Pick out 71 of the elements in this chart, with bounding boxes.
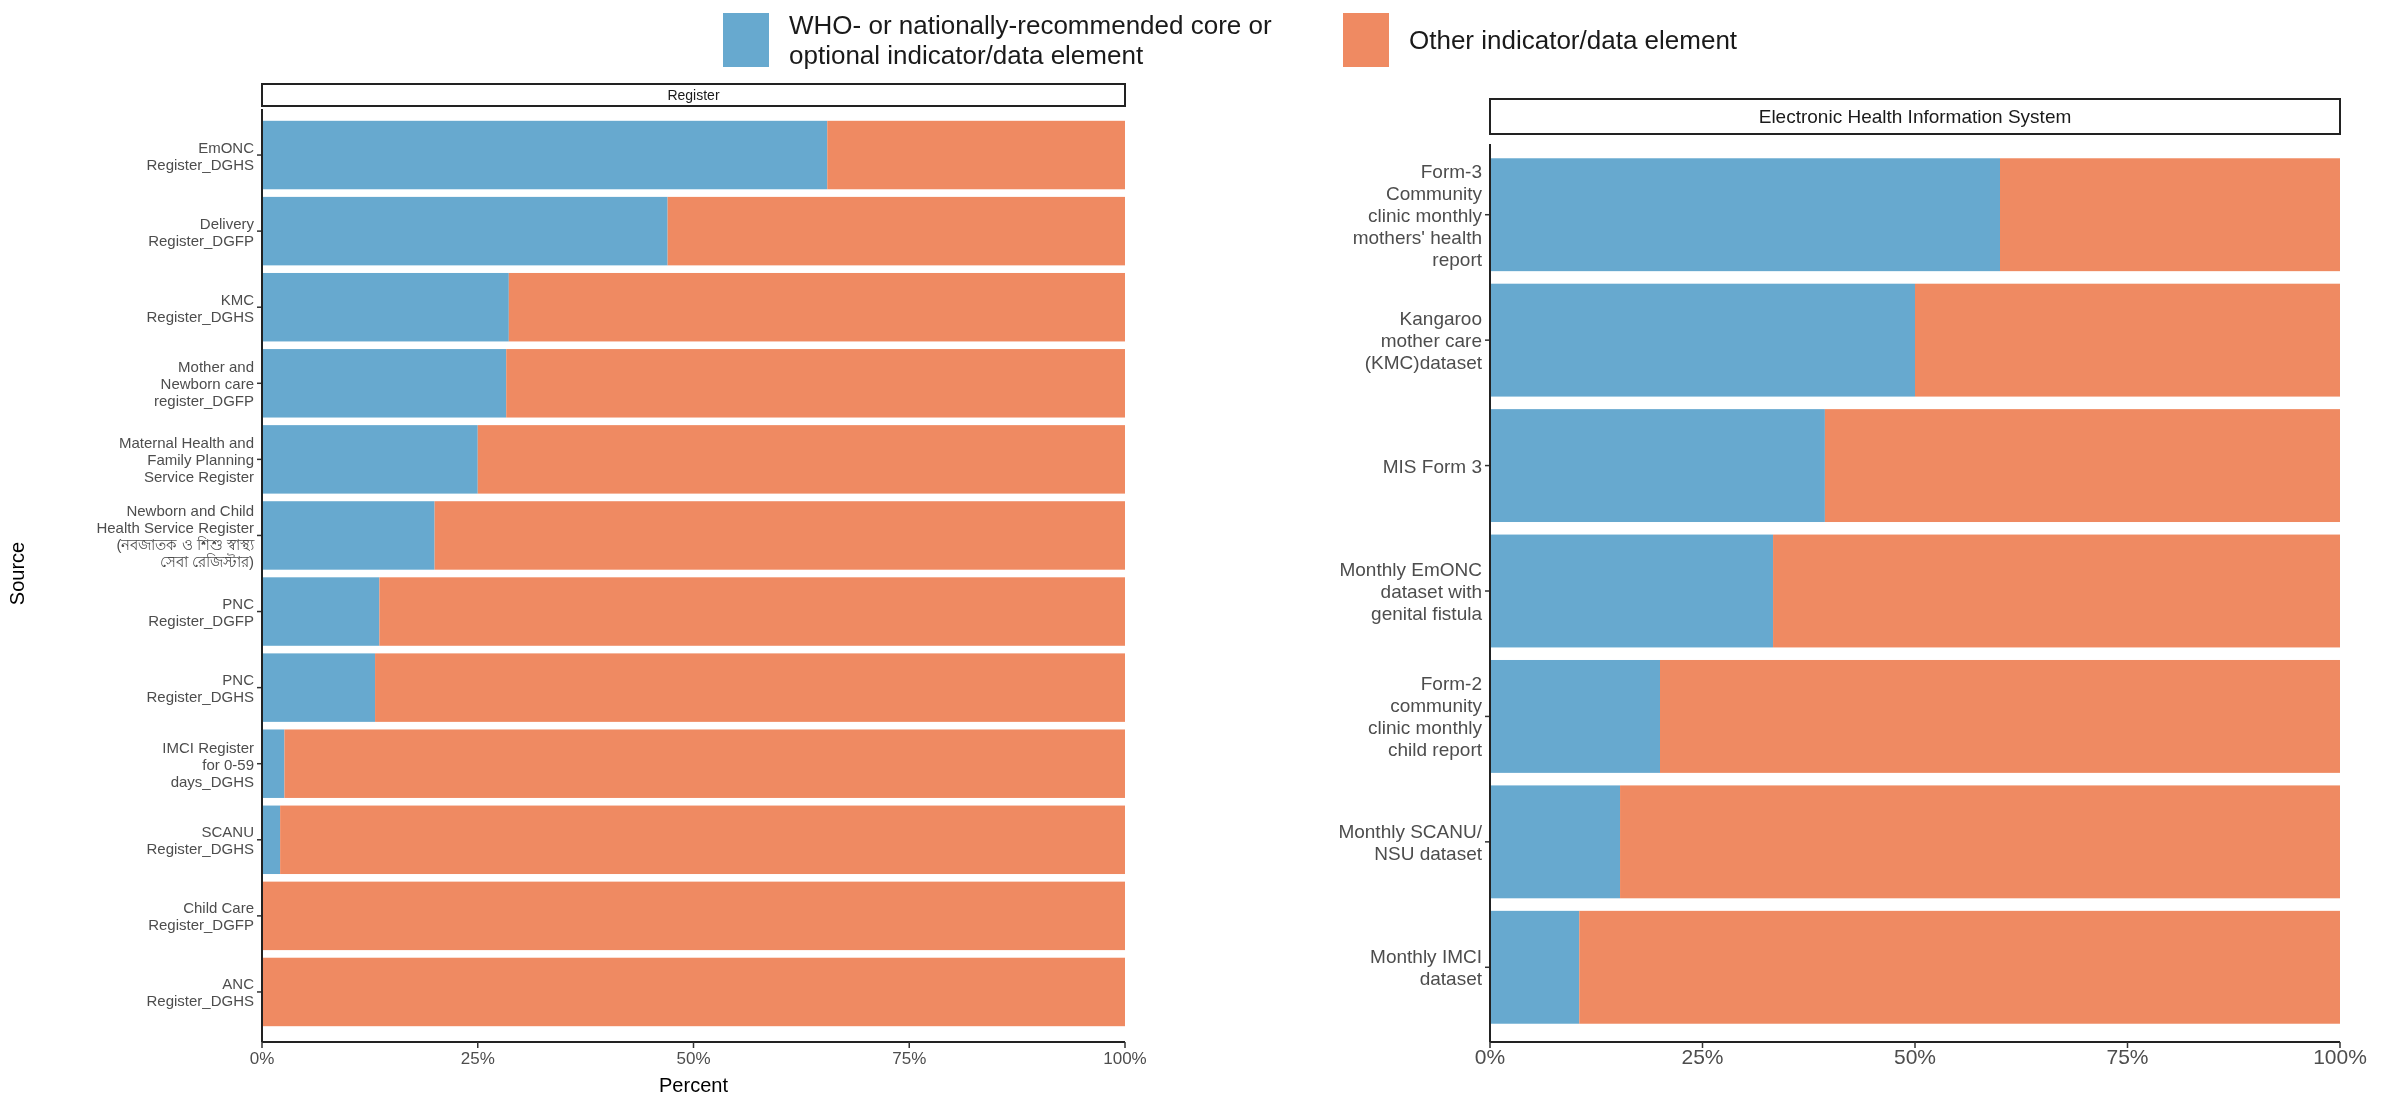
y-tick-label: IMCI Register for 0-59 days_DGHS — [162, 738, 254, 790]
y-tick-label: KMC Register_DGHS — [146, 290, 255, 325]
bar — [1773, 534, 2340, 648]
y-tick-label: Newborn and Child Health Service Register (নবজাতক ও শিশু স্বাস্থ্য সেবা রেজিস্টার) — [96, 501, 255, 570]
bar — [827, 120, 1125, 190]
y-tick-label: Child Care Register_DGFP — [148, 898, 254, 933]
bar — [1490, 534, 1774, 648]
bar — [434, 501, 1125, 570]
bar — [262, 120, 828, 190]
y-tick-label: Form-2 community clinic monthly child report — [1367, 672, 1483, 760]
y-tick-label: EmONC Register_DGHS — [146, 138, 255, 173]
bar — [1915, 283, 2340, 397]
x-tick-label: 50% — [1893, 1045, 1937, 1068]
bar — [262, 729, 285, 798]
x-tick-label: 75% — [2106, 1045, 2149, 1068]
x-axis-title: Percent — [659, 1074, 729, 1096]
y-tick-label: ANC Register_DGHS — [146, 974, 255, 1009]
bar — [262, 425, 478, 494]
x-tick-label: 75% — [892, 1049, 927, 1068]
y-tick-label: PNC Register_DGHS — [146, 670, 255, 705]
bar — [1490, 283, 1915, 397]
bar — [262, 196, 668, 266]
bar — [262, 805, 281, 875]
y-tick-label: Form-3 Community clinic monthly mothers' health report — [1352, 160, 1483, 270]
y-tick-label: Monthly SCANU/ NSU dataset — [1338, 820, 1483, 864]
bar — [262, 653, 376, 722]
x-tick-label: 50% — [676, 1049, 711, 1068]
bar — [1490, 158, 2000, 272]
bar — [375, 653, 1125, 722]
legend-label: WHO- or nationally-recommended core or optional indicator/data element — [789, 10, 1272, 70]
x-tick-label: 100% — [1103, 1049, 1147, 1068]
y-tick-label: Delivery Register_DGFP — [148, 214, 255, 249]
bar — [1490, 910, 1580, 1024]
y-tick-label: Monthly IMCI dataset — [1370, 945, 1483, 989]
bar — [1660, 659, 2340, 773]
chart-title: Register — [667, 87, 720, 103]
bar — [262, 349, 507, 418]
y-axis-title: Source — [6, 541, 28, 606]
x-tick-label: 25% — [1681, 1045, 1724, 1068]
bar — [262, 501, 435, 570]
y-tick-label: Maternal Health and Family Planning Service Register — [118, 433, 254, 485]
bar — [1490, 659, 1660, 773]
bar — [262, 881, 1125, 951]
chart-title: Electronic Health Information System — [1758, 106, 2072, 127]
bar — [1490, 409, 1825, 523]
bar — [280, 805, 1125, 875]
y-tick-label: Monthly EmONC dataset with genital fistula — [1339, 558, 1483, 624]
bar — [508, 272, 1125, 342]
bar — [262, 577, 380, 646]
y-tick-label: SCANU Register_DGHS — [146, 822, 254, 857]
bar — [284, 729, 1125, 798]
bar — [1620, 785, 2340, 899]
x-tick-label: 25% — [460, 1049, 495, 1068]
x-tick-label: 0% — [249, 1049, 275, 1068]
bar — [477, 425, 1125, 494]
bar — [1490, 785, 1621, 899]
bar — [1824, 409, 2340, 523]
bar — [2000, 158, 2340, 272]
bar — [506, 349, 1125, 418]
y-tick-label: Kangaroo mother care (KMC)dataset — [1364, 307, 1483, 373]
bar — [1579, 910, 2340, 1024]
x-tick-label: 100% — [2313, 1045, 2367, 1068]
legend-label: Other indicator/data element — [1409, 25, 1738, 55]
bar — [262, 957, 1125, 1027]
y-tick-label: Mother and Newborn care register_DGFP — [153, 357, 254, 409]
y-tick-label: PNC Register_DGFP — [148, 594, 255, 629]
bar — [262, 272, 509, 342]
bar — [667, 196, 1125, 266]
x-tick-label: 0% — [1474, 1045, 1506, 1068]
y-tick-label: MIS Form 3 — [1382, 455, 1482, 477]
bar — [379, 577, 1125, 646]
